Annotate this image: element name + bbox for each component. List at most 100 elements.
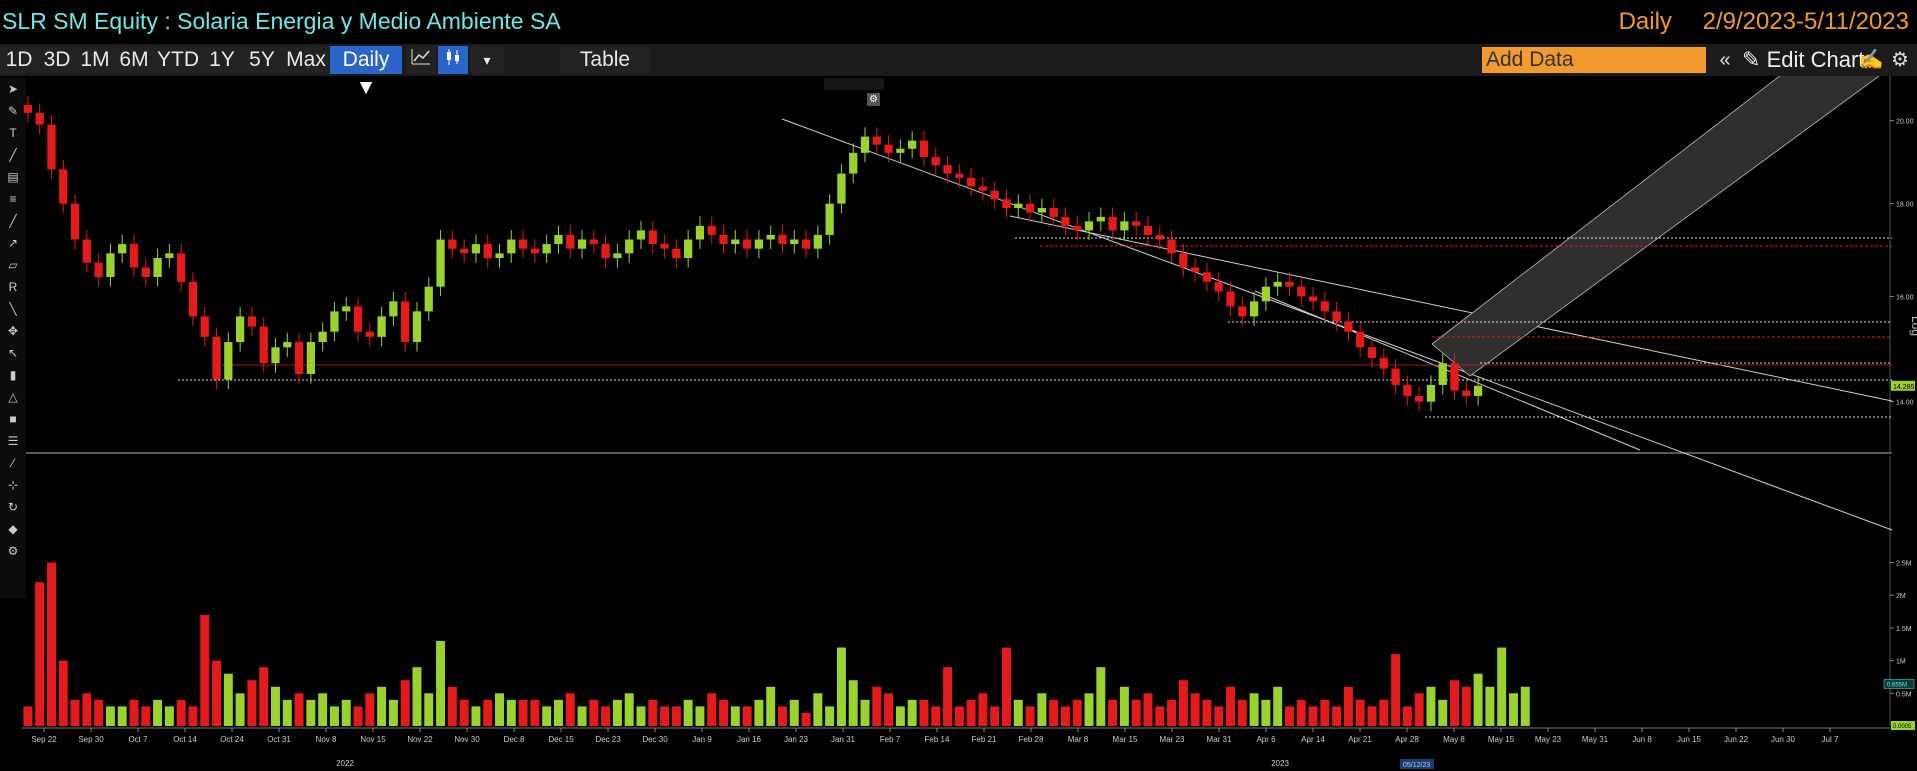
candle-body — [153, 258, 162, 278]
period-info: Daily 2/9/2023-5/11/2023 — [1595, 8, 1909, 36]
security-title: SLR SM Equity : Solaria Energia y Medio … — [2, 8, 561, 34]
volume-bar — [1131, 699, 1141, 726]
range-3d-button[interactable]: 3D — [38, 46, 76, 74]
ruler-tool-icon[interactable]: ⁄ — [11, 456, 14, 470]
volume-bar — [223, 673, 233, 726]
x-tick-label: Feb 7 — [880, 735, 901, 744]
candle-body — [1249, 301, 1259, 317]
settings-tool-icon[interactable]: ⚙ — [7, 544, 19, 558]
volume-bar — [589, 699, 599, 726]
x-tick-label: Apr 6 — [1256, 735, 1276, 744]
candle-body — [542, 244, 551, 254]
ray-tool-icon[interactable]: ↗ — [7, 236, 19, 250]
x-tick-label: Oct 14 — [173, 735, 197, 744]
volume-bar — [860, 699, 870, 726]
candle-body — [1179, 253, 1188, 268]
edit-chart-button[interactable]: ✎ Edit Chart — [1742, 44, 1864, 76]
floating-draw-toolbar[interactable] — [824, 78, 884, 90]
candle-body — [1084, 221, 1094, 231]
volume-bar — [176, 699, 186, 726]
annotate-icon[interactable]: ✍ — [1858, 49, 1884, 71]
hierarchy-tool-icon[interactable]: ⊹ — [7, 478, 19, 492]
list-tool-icon[interactable]: ☰ — [7, 434, 19, 448]
volume-bar — [542, 706, 552, 726]
candle-body — [106, 253, 115, 278]
collapse-icon[interactable]: « — [1719, 49, 1731, 71]
volume-bar — [1355, 699, 1365, 726]
x-tick-label: Nov 22 — [407, 735, 433, 744]
chart-settings-icon[interactable]: ⚙ — [867, 93, 880, 106]
volume-bar — [789, 699, 799, 726]
range-6m-button[interactable]: 6M — [114, 46, 154, 74]
frequency-dropdown[interactable]: Daily ▼ — [330, 46, 402, 99]
x-tick-label: Jun 22 — [1724, 735, 1749, 744]
x-tick-label: Feb 28 — [1019, 735, 1044, 744]
r-tool-icon[interactable]: R — [8, 280, 18, 294]
candle-body — [518, 239, 528, 249]
title-bar: SLR SM Equity : Solaria Energia y Medio … — [0, 0, 1917, 44]
fill-tool-icon[interactable]: ■ — [9, 412, 17, 426]
candle-body — [1214, 281, 1223, 292]
trend-tool-icon[interactable]: ╱ — [9, 214, 17, 228]
candle-body — [613, 253, 622, 259]
volume-bar — [424, 693, 434, 726]
channel-tool-icon[interactable]: ▤ — [7, 170, 19, 184]
color-tool-icon[interactable]: ◆ — [8, 522, 18, 536]
range-1y-button[interactable]: 1Y — [202, 46, 242, 74]
refresh-tool-icon[interactable]: ↻ — [7, 500, 19, 514]
candle-body — [1273, 281, 1282, 287]
fib-tool-icon[interactable]: ≡ — [9, 192, 17, 206]
triangle-tool-icon[interactable]: △ — [8, 390, 18, 404]
volume-bar — [1450, 680, 1460, 726]
volume-bar — [671, 706, 681, 726]
gear-icon[interactable]: ⚙ — [1891, 49, 1909, 71]
volume-bar — [400, 680, 410, 726]
volume-bar — [848, 680, 858, 726]
candle-body — [589, 239, 598, 245]
volume-bar — [872, 686, 882, 726]
shape-tool-icon[interactable]: ▱ — [8, 258, 18, 272]
candle-body — [1391, 368, 1400, 385]
range-ytd-button[interactable]: YTD — [154, 46, 202, 74]
chart-type-dropdown-icon[interactable]: ▾ — [470, 46, 504, 74]
volume-tick-label: 2.5M — [1896, 561, 1912, 568]
volume-bar — [141, 706, 151, 726]
volume-bar — [1332, 706, 1342, 726]
volume-bar — [777, 706, 787, 726]
volume-bar — [943, 667, 953, 726]
table-button[interactable]: Table — [560, 46, 650, 74]
pencil-tool-icon[interactable]: ✎ — [7, 104, 19, 118]
move-tool-icon[interactable]: ✥ — [7, 324, 19, 338]
volume-bar — [754, 699, 764, 726]
cursor-tool-icon[interactable]: ↖ — [7, 346, 19, 360]
volume-bar — [1391, 654, 1401, 726]
volume-bar — [235, 693, 245, 726]
line-tool-icon[interactable]: ╱ — [9, 148, 17, 162]
range-max-button[interactable]: Max — [282, 46, 330, 74]
line-chart-icon[interactable] — [406, 46, 436, 74]
text-tool-icon[interactable]: T — [9, 126, 17, 140]
candle-body — [1320, 301, 1329, 312]
brush-tool-icon[interactable]: ╲ — [9, 302, 17, 316]
year-label: 2023 — [1271, 759, 1289, 768]
range-1d-button[interactable]: 1D — [0, 46, 38, 74]
candle-chart-icon[interactable] — [438, 46, 468, 74]
candle-body — [601, 244, 610, 259]
candle-body — [990, 190, 999, 200]
volume-bar — [1096, 667, 1106, 726]
range-5y-button[interactable]: 5Y — [242, 46, 282, 74]
pointer-icon[interactable]: ➤ — [7, 82, 19, 96]
add-data-input[interactable]: Add Data — [1482, 47, 1706, 73]
candle-body — [896, 148, 905, 153]
volume-bar — [164, 706, 174, 726]
zero-volume-label: 0.0005 — [1893, 724, 1912, 730]
candle-body — [1096, 216, 1105, 222]
candle-body — [1308, 296, 1318, 302]
candle-body — [1285, 281, 1294, 287]
price-volume-chart[interactable]: 20.00 18.00 16.00 14.00 Log 14.285 2.5M 2M 1.5M 1… — [0, 76, 1917, 771]
candle-body — [1226, 291, 1235, 307]
trash-icon[interactable]: ▮ — [9, 368, 17, 382]
range-1m-button[interactable]: 1M — [76, 46, 114, 74]
x-tick-label: Dec 8 — [504, 735, 525, 744]
candle-body — [47, 124, 56, 170]
